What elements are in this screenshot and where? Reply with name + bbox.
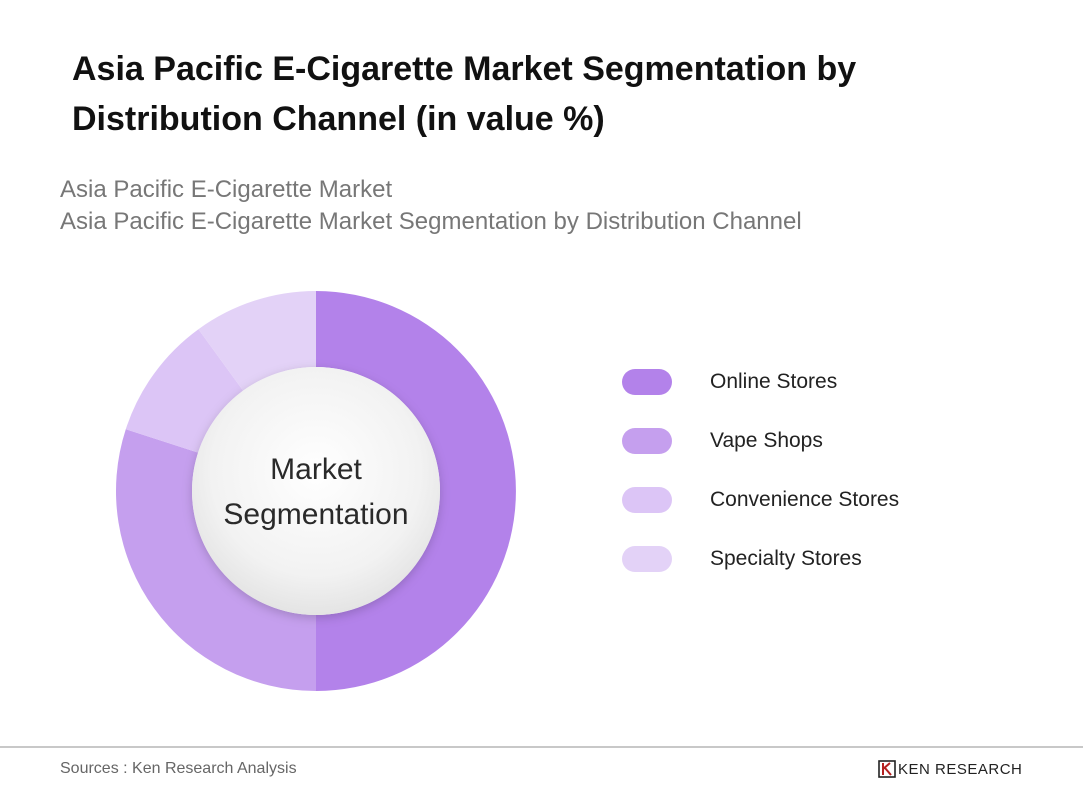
donut-slices bbox=[115, 291, 516, 691]
legend-swatch-convenience-stores bbox=[622, 486, 672, 513]
subtitle-line-1: Asia Pacific E-Cigarette Market bbox=[60, 176, 393, 203]
center-label-line-2: Segmentation bbox=[223, 498, 409, 531]
brand-text: KEN RESEARCH bbox=[898, 760, 1023, 778]
sources-note: Sources : Ken Research Analysis bbox=[60, 760, 297, 777]
legend-swatch-specialty-stores bbox=[622, 545, 672, 572]
legend-label-convenience-stores: Convenience Stores bbox=[710, 487, 900, 511]
donut-slice-vape-shops bbox=[115, 429, 317, 691]
brand-logo: KEN RESEARCH bbox=[878, 760, 1022, 778]
donut-slice-convenience-stores bbox=[125, 329, 244, 453]
legend-label-online-stores: Online Stores bbox=[710, 369, 838, 393]
legend-item-vape-shops: Vape Shops bbox=[622, 411, 899, 470]
donut-center-disc bbox=[192, 367, 440, 615]
ken-research-logo-icon bbox=[878, 760, 896, 778]
center-label-line-1: Market bbox=[270, 453, 362, 486]
chart-title: Asia Pacific E-Cigarette Market Segmenta… bbox=[72, 50, 857, 138]
donut-center-label: Market Segmentation bbox=[196, 447, 436, 537]
legend-swatch-vape-shops bbox=[622, 427, 672, 454]
legend-item-online-stores: Online Stores bbox=[622, 352, 899, 411]
chart-legend: Online Stores Vape Shops Convenience Store… bbox=[622, 352, 899, 588]
legend-item-specialty-stores: Specialty Stores bbox=[622, 529, 899, 588]
subtitle-line-2: Asia Pacific E-Cigarette Market Segmenta… bbox=[60, 208, 802, 235]
legend-swatch-online-stores bbox=[622, 368, 672, 395]
legend-label-specialty-stores: Specialty Stores bbox=[710, 546, 862, 570]
footer-divider bbox=[0, 746, 1083, 748]
legend-label-vape-shops: Vape Shops bbox=[710, 428, 823, 452]
donut-slice-online-stores bbox=[316, 291, 516, 691]
legend-item-convenience-stores: Convenience Stores bbox=[622, 470, 899, 529]
donut-chart bbox=[115, 291, 516, 691]
donut-slice-specialty-stores bbox=[198, 291, 316, 391]
subtitle: Asia Pacific E-Cigarette Market Asia Pac… bbox=[60, 174, 802, 238]
